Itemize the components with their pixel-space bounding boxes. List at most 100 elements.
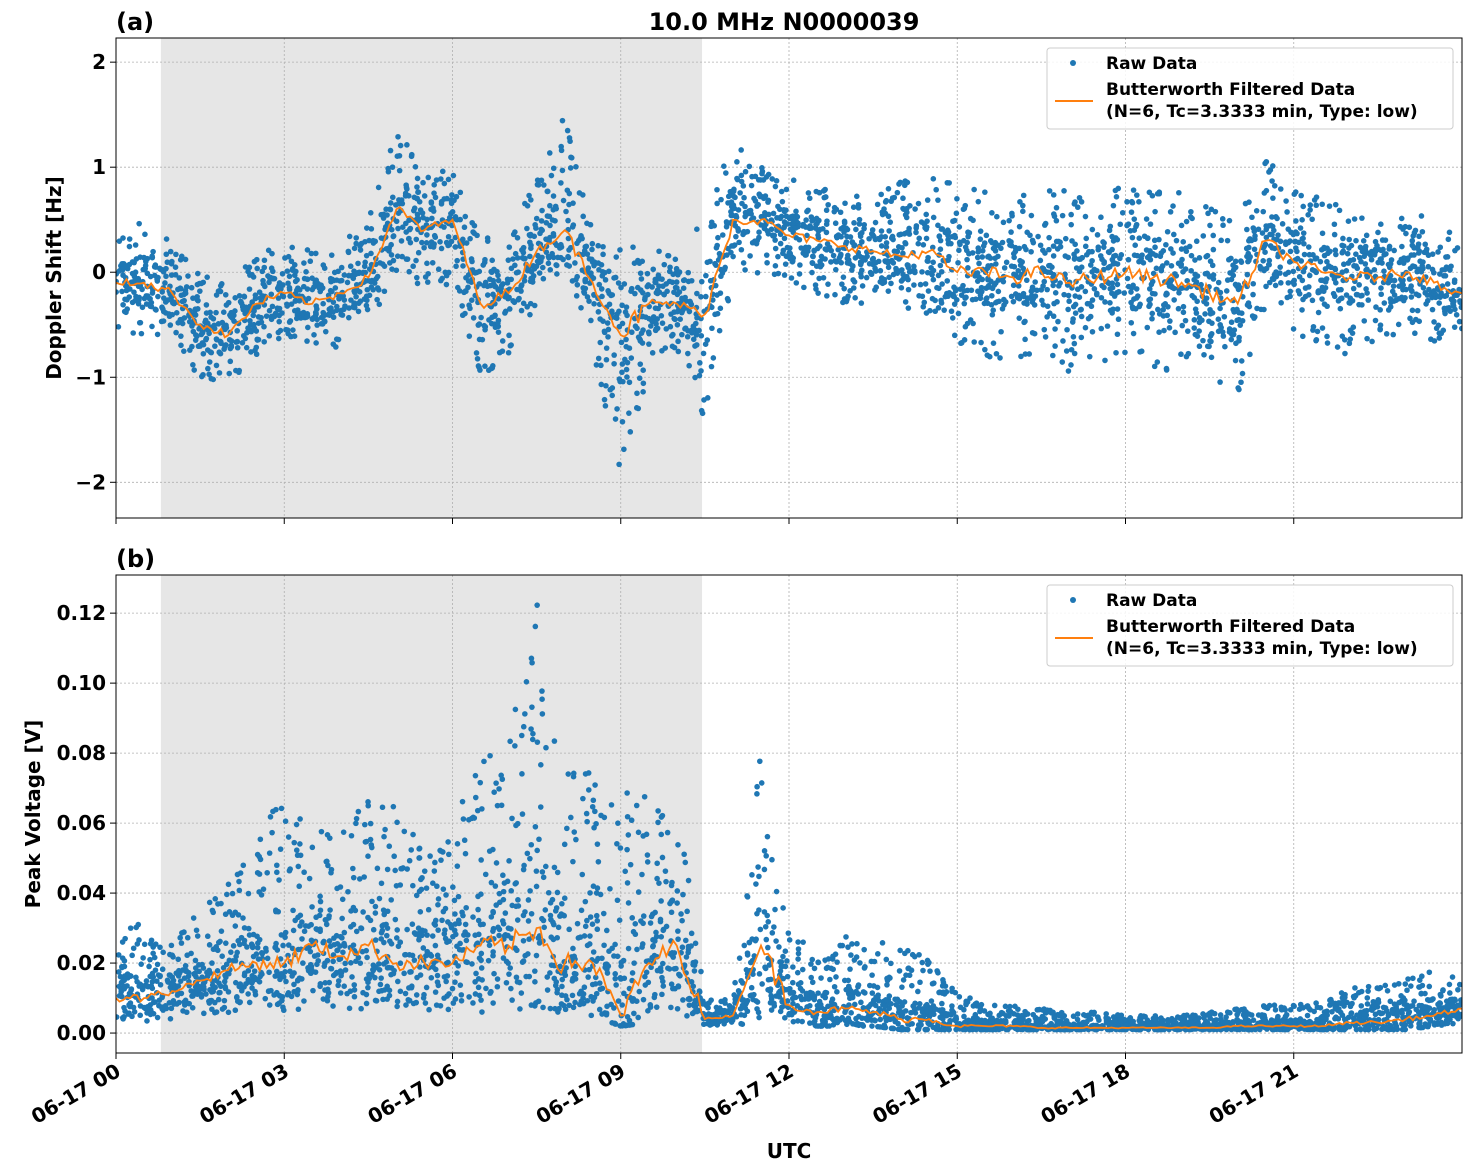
raw-data-point [1059, 359, 1065, 365]
raw-data-point [457, 941, 463, 947]
raw-data-point [237, 888, 243, 894]
raw-data-point [501, 955, 507, 961]
raw-data-point [615, 897, 621, 903]
raw-data-point [348, 960, 354, 966]
raw-data-point [407, 858, 413, 864]
raw-data-point [595, 243, 601, 249]
raw-data-point [240, 340, 246, 346]
raw-data-point [216, 349, 222, 355]
raw-data-point [129, 953, 135, 959]
raw-data-point [273, 907, 279, 913]
raw-data-point [368, 842, 374, 848]
raw-data-point [605, 288, 611, 294]
raw-data-point [264, 870, 270, 876]
raw-data-point [185, 273, 191, 279]
raw-data-point [190, 362, 196, 368]
raw-data-point [1287, 294, 1293, 300]
raw-data-point [650, 266, 656, 272]
raw-data-point [257, 295, 263, 301]
raw-data-point [155, 962, 161, 968]
raw-data-point [1243, 201, 1249, 207]
raw-data-point [676, 349, 682, 355]
raw-data-point [128, 988, 134, 994]
raw-data-point [387, 993, 393, 999]
raw-data-point [686, 947, 692, 953]
raw-data-point [542, 907, 548, 913]
raw-data-point [883, 211, 889, 217]
raw-data-point [1287, 289, 1293, 295]
raw-data-point [144, 301, 150, 307]
raw-data-point [906, 287, 912, 293]
raw-data-point [294, 822, 300, 828]
raw-data-point [327, 907, 333, 913]
raw-data-point [215, 968, 221, 974]
raw-data-point [1152, 291, 1158, 297]
raw-data-point [286, 834, 292, 840]
raw-data-point [360, 909, 366, 915]
raw-data-point [150, 290, 156, 296]
raw-data-point [622, 281, 628, 287]
raw-data-point [685, 351, 691, 357]
raw-data-point [672, 966, 678, 972]
raw-data-point [971, 339, 977, 345]
raw-data-point [514, 947, 520, 953]
raw-data-point [500, 872, 506, 878]
raw-data-point [602, 328, 608, 334]
raw-data-point [619, 1002, 625, 1008]
raw-data-point [452, 928, 458, 934]
raw-data-point [217, 939, 223, 945]
raw-data-point [1152, 209, 1158, 215]
raw-data-point [1294, 249, 1300, 255]
raw-data-point [547, 223, 553, 229]
raw-data-point [368, 837, 374, 843]
raw-data-point [365, 803, 371, 809]
raw-data-point [269, 830, 275, 836]
raw-data-point [1227, 218, 1233, 224]
raw-data-point [521, 938, 527, 944]
raw-data-point [333, 971, 339, 977]
raw-data-point [352, 246, 358, 252]
raw-data-point [543, 745, 549, 751]
raw-data-point [1351, 286, 1357, 292]
y-tick-label: 1 [92, 155, 106, 179]
raw-data-point [984, 233, 990, 239]
raw-data-point [596, 356, 602, 362]
raw-data-point [276, 877, 282, 883]
raw-data-point [709, 325, 715, 331]
raw-data-point [1351, 263, 1357, 269]
raw-data-point [348, 924, 354, 930]
raw-data-point [515, 897, 521, 903]
raw-data-point [1113, 350, 1119, 356]
raw-data-point [571, 222, 577, 228]
raw-data-point [322, 980, 328, 986]
raw-data-point [1239, 358, 1245, 364]
raw-data-point [1054, 205, 1060, 211]
raw-data-point [394, 267, 400, 273]
raw-data-point [852, 279, 858, 285]
raw-data-point [931, 277, 937, 283]
raw-data-point [1305, 212, 1311, 218]
raw-data-point [509, 816, 515, 822]
raw-data-point [458, 982, 464, 988]
raw-data-point [1064, 348, 1070, 354]
raw-data-point [315, 952, 321, 958]
raw-data-point [684, 1013, 690, 1019]
raw-data-point [772, 237, 778, 243]
raw-data-point [634, 998, 640, 1004]
raw-data-point [841, 274, 847, 280]
raw-data-point [472, 932, 478, 938]
raw-data-point [600, 318, 606, 324]
raw-data-point [217, 990, 223, 996]
raw-data-point [724, 224, 730, 230]
raw-data-point [1316, 310, 1322, 316]
raw-data-point [923, 212, 929, 218]
raw-data-point [836, 232, 842, 238]
raw-data-point [978, 236, 984, 242]
raw-data-point [356, 809, 362, 815]
raw-data-point [1030, 287, 1036, 293]
raw-data-point [691, 1001, 697, 1007]
raw-data-point [391, 233, 397, 239]
raw-data-point [886, 228, 892, 234]
raw-data-point [234, 995, 240, 1001]
